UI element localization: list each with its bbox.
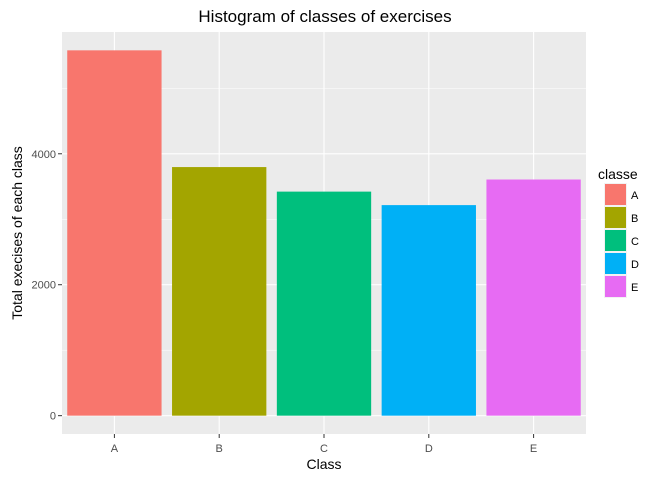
x-tick-label: C <box>320 443 328 455</box>
x-tick-label: E <box>530 443 537 455</box>
legend-label-a: A <box>631 190 639 202</box>
chart-title: Histogram of classes of exercises <box>198 7 451 26</box>
legend-swatch-d <box>605 253 626 274</box>
x-tick-label: B <box>216 443 223 455</box>
legend-label-b: B <box>631 213 638 225</box>
bar-c <box>276 191 372 416</box>
legend-swatch-b <box>605 207 626 228</box>
y-tick-label: 4000 <box>32 149 56 161</box>
legend-swatch-e <box>605 276 626 297</box>
legend-title: classe <box>598 166 638 182</box>
y-tick-label: 0 <box>50 411 56 423</box>
bar-d <box>381 205 476 416</box>
x-tick-label: D <box>425 443 433 455</box>
legend-swatch-c <box>605 230 626 251</box>
legend-label-e: E <box>631 282 638 294</box>
bar-b <box>172 167 267 416</box>
legend-label-c: C <box>631 236 639 248</box>
x-tick-label: A <box>111 443 119 455</box>
bar-a <box>67 50 162 416</box>
bars <box>67 50 581 416</box>
y-tick-label: 2000 <box>32 280 56 292</box>
legend-swatch-a <box>605 184 626 205</box>
legend-label-d: D <box>631 259 639 271</box>
bar-e <box>486 179 581 416</box>
x-axis-title: Class <box>306 456 341 472</box>
y-axis-ticks: 0 2000 4000 <box>32 149 62 423</box>
x-axis-ticks: A B C D E <box>111 434 537 455</box>
y-axis-title: Total execises of each class <box>9 146 25 320</box>
